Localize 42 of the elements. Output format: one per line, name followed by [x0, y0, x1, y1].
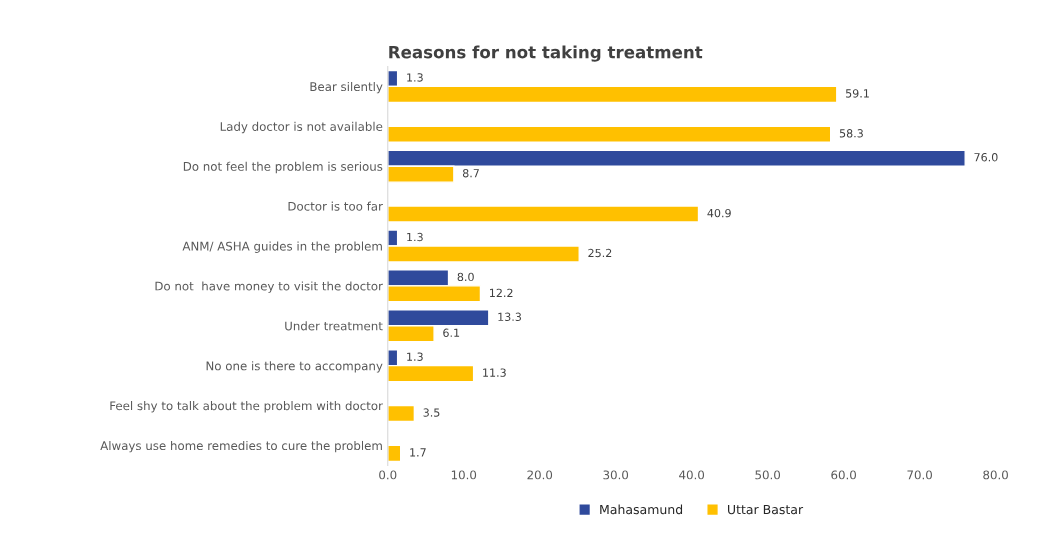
bar: [387, 444, 402, 463]
x-tick-label: 50.0: [755, 470, 781, 480]
bar: [387, 404, 416, 423]
y-tick-label: Feel shy to talk about the problem with doctor: [110, 401, 383, 413]
data-label: 58.3: [839, 129, 863, 138]
bar: [387, 205, 700, 223]
y-tick-label: ANM/ ASHA guides in the problem: [182, 241, 382, 253]
x-tick-label: 70.0: [907, 470, 932, 480]
data-label: 1.7: [410, 448, 426, 457]
y-tick-label: Bear silently: [310, 81, 383, 94]
x-tick-label: 10.0: [451, 470, 477, 480]
bar: [387, 125, 832, 143]
data-label: 8.7: [462, 169, 479, 178]
x-tick-label: 30.0: [603, 470, 629, 480]
data-label: 8.0: [457, 272, 474, 282]
x-tick-label: 80.0: [983, 470, 1008, 480]
data-label: 13.3: [498, 312, 521, 321]
x-tick-label: 0.0: [379, 470, 397, 480]
data-label: 1.3: [407, 352, 423, 361]
y-tick-label: Under treatment: [285, 321, 383, 331]
data-label: 76.0: [974, 153, 998, 162]
y-tick-label: Do not feel the problem is serious: [183, 161, 383, 174]
data-label: 40.9: [707, 208, 731, 218]
data-label: 3.5: [423, 408, 440, 417]
data-label: 25.2: [588, 248, 612, 258]
legend-label: Uttar Bastar: [728, 504, 804, 515]
data-label: 1.3: [407, 232, 423, 242]
legend-label: Mahasamund: [600, 504, 683, 515]
chart-title: Reasons for not taking treatment: [389, 45, 703, 62]
data-label: 12.2: [490, 288, 513, 297]
data-label: 59.1: [845, 89, 869, 98]
y-tick-label: No one is there to accompany: [206, 361, 383, 373]
x-tick-label: 40.0: [679, 470, 705, 480]
y-tick-label: Do not have money to visit the doctor: [155, 281, 383, 293]
x-tick-label: 60.0: [831, 470, 856, 480]
data-label: 11.3: [483, 368, 506, 377]
y-tick-label: Doctor is too far: [288, 201, 383, 211]
x-tick-label: 20.0: [527, 470, 553, 480]
y-tick-label: Lady doctor is not available: [220, 121, 383, 134]
data-label: 6.1: [443, 328, 460, 337]
y-tick-label: Always use home remedies to cure the problem: [100, 440, 382, 453]
data-label: 1.3: [407, 73, 423, 82]
